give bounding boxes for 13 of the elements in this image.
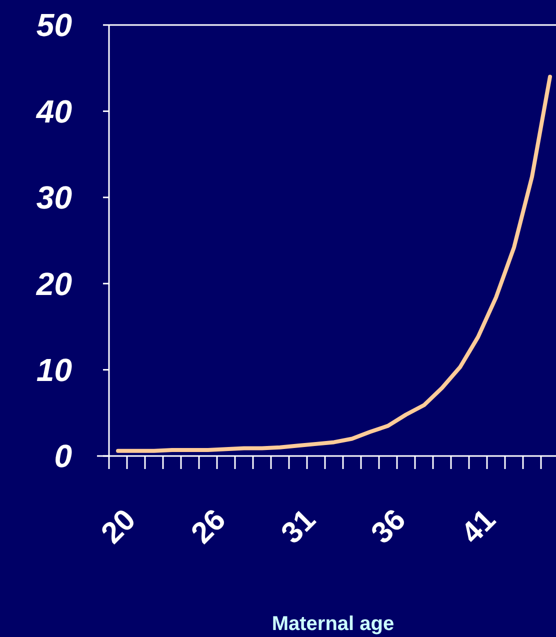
y-tick-label: 10: [36, 352, 72, 388]
line-series: [116, 74, 552, 453]
x-tick-label: 31: [275, 503, 322, 550]
x-tick-label: 41: [455, 503, 502, 550]
x-axis-title: Maternal age: [272, 613, 394, 635]
y-tick-label: 50: [36, 7, 72, 44]
y-tick-label: 0: [54, 438, 72, 474]
y-tick-label: 30: [36, 180, 72, 216]
y-tick-label: 40: [35, 93, 72, 130]
y-tick-label: 20: [35, 266, 72, 302]
x-tick-label: 36: [365, 503, 412, 550]
x-tick-label: 26: [185, 503, 232, 550]
x-tick-label: 20: [95, 503, 142, 550]
